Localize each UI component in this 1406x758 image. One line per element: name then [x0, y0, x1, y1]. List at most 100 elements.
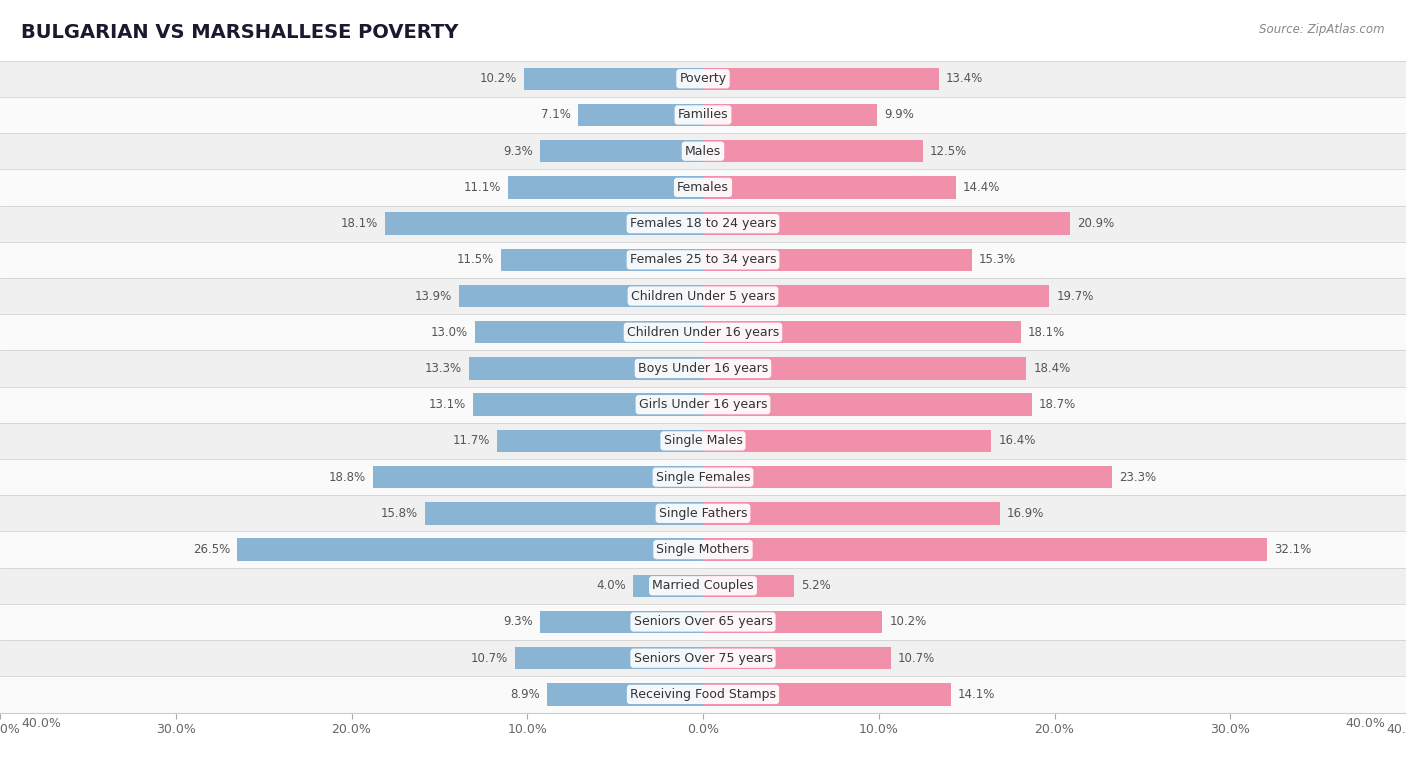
Bar	[373, 466, 703, 488]
Bar	[470, 357, 703, 380]
Text: Males: Males	[685, 145, 721, 158]
Bar	[703, 430, 991, 452]
Text: 13.4%: 13.4%	[945, 72, 983, 85]
Bar	[703, 538, 1267, 561]
Bar	[0, 350, 1406, 387]
Text: 20.9%: 20.9%	[1077, 217, 1115, 230]
Text: Receiving Food Stamps: Receiving Food Stamps	[630, 688, 776, 701]
Text: 5.2%: 5.2%	[801, 579, 831, 592]
Text: 16.9%: 16.9%	[1007, 507, 1045, 520]
Text: 11.5%: 11.5%	[457, 253, 494, 266]
Bar	[703, 393, 1032, 416]
Bar	[0, 387, 1406, 423]
Text: 14.1%: 14.1%	[957, 688, 995, 701]
Bar	[524, 67, 703, 90]
Text: 10.2%: 10.2%	[889, 615, 927, 628]
Bar	[540, 611, 703, 633]
Text: 9.3%: 9.3%	[503, 145, 533, 158]
Text: Seniors Over 65 years: Seniors Over 65 years	[634, 615, 772, 628]
Bar	[0, 242, 1406, 278]
Bar	[703, 140, 922, 162]
Bar	[703, 502, 1000, 525]
Bar	[458, 285, 703, 307]
Bar	[703, 647, 891, 669]
Bar	[508, 176, 703, 199]
Text: Single Fathers: Single Fathers	[659, 507, 747, 520]
Text: 18.4%: 18.4%	[1033, 362, 1070, 375]
Bar	[0, 133, 1406, 169]
Text: BULGARIAN VS MARSHALLESE POVERTY: BULGARIAN VS MARSHALLESE POVERTY	[21, 23, 458, 42]
Bar	[703, 212, 1070, 235]
Bar	[633, 575, 703, 597]
Bar	[0, 640, 1406, 676]
Text: Families: Families	[678, 108, 728, 121]
Bar	[0, 568, 1406, 604]
Bar	[0, 278, 1406, 314]
Text: 8.9%: 8.9%	[510, 688, 540, 701]
Bar	[703, 104, 877, 126]
Bar	[703, 466, 1112, 488]
Bar	[0, 314, 1406, 350]
Bar	[703, 575, 794, 597]
Text: Married Couples: Married Couples	[652, 579, 754, 592]
Bar	[703, 683, 950, 706]
Bar	[0, 459, 1406, 495]
Text: 15.8%: 15.8%	[381, 507, 419, 520]
Bar	[501, 249, 703, 271]
Text: 4.0%: 4.0%	[596, 579, 626, 592]
Text: 9.9%: 9.9%	[884, 108, 914, 121]
Bar	[0, 97, 1406, 133]
Bar	[0, 676, 1406, 713]
Text: 15.3%: 15.3%	[979, 253, 1017, 266]
Text: 14.4%: 14.4%	[963, 181, 1001, 194]
Text: Females 18 to 24 years: Females 18 to 24 years	[630, 217, 776, 230]
Bar	[703, 321, 1021, 343]
Bar	[475, 321, 703, 343]
Bar	[703, 176, 956, 199]
Text: Poverty: Poverty	[679, 72, 727, 85]
Bar	[703, 285, 1049, 307]
Bar	[703, 357, 1026, 380]
Text: Boys Under 16 years: Boys Under 16 years	[638, 362, 768, 375]
Text: Source: ZipAtlas.com: Source: ZipAtlas.com	[1260, 23, 1385, 36]
Bar	[385, 212, 703, 235]
Bar	[515, 647, 703, 669]
Bar	[0, 495, 1406, 531]
Text: Females 25 to 34 years: Females 25 to 34 years	[630, 253, 776, 266]
Text: 23.3%: 23.3%	[1119, 471, 1157, 484]
Text: Seniors Over 75 years: Seniors Over 75 years	[634, 652, 772, 665]
Bar	[578, 104, 703, 126]
Text: 13.1%: 13.1%	[429, 398, 465, 411]
Bar	[0, 604, 1406, 640]
Text: Single Males: Single Males	[664, 434, 742, 447]
Legend: Bulgarian, Marshallese: Bulgarian, Marshallese	[589, 753, 817, 758]
Text: 16.4%: 16.4%	[998, 434, 1036, 447]
Text: 10.7%: 10.7%	[471, 652, 508, 665]
Bar	[498, 430, 703, 452]
Bar	[703, 249, 972, 271]
Text: Girls Under 16 years: Girls Under 16 years	[638, 398, 768, 411]
Text: Children Under 16 years: Children Under 16 years	[627, 326, 779, 339]
Text: 10.7%: 10.7%	[898, 652, 935, 665]
Text: 18.7%: 18.7%	[1039, 398, 1076, 411]
Bar	[547, 683, 703, 706]
Text: 11.1%: 11.1%	[464, 181, 501, 194]
Text: 13.9%: 13.9%	[415, 290, 451, 302]
Text: Children Under 5 years: Children Under 5 years	[631, 290, 775, 302]
Text: 13.3%: 13.3%	[425, 362, 463, 375]
Bar	[0, 169, 1406, 205]
Text: Single Mothers: Single Mothers	[657, 543, 749, 556]
Bar	[0, 61, 1406, 97]
Bar	[0, 423, 1406, 459]
Text: 40.0%: 40.0%	[1346, 717, 1385, 731]
Text: 18.1%: 18.1%	[340, 217, 378, 230]
Text: 32.1%: 32.1%	[1274, 543, 1312, 556]
Text: 10.2%: 10.2%	[479, 72, 517, 85]
Text: 26.5%: 26.5%	[193, 543, 231, 556]
Text: 19.7%: 19.7%	[1056, 290, 1094, 302]
Bar	[703, 611, 883, 633]
Bar	[0, 205, 1406, 242]
Text: 13.0%: 13.0%	[430, 326, 467, 339]
Text: 12.5%: 12.5%	[929, 145, 967, 158]
Bar	[425, 502, 703, 525]
